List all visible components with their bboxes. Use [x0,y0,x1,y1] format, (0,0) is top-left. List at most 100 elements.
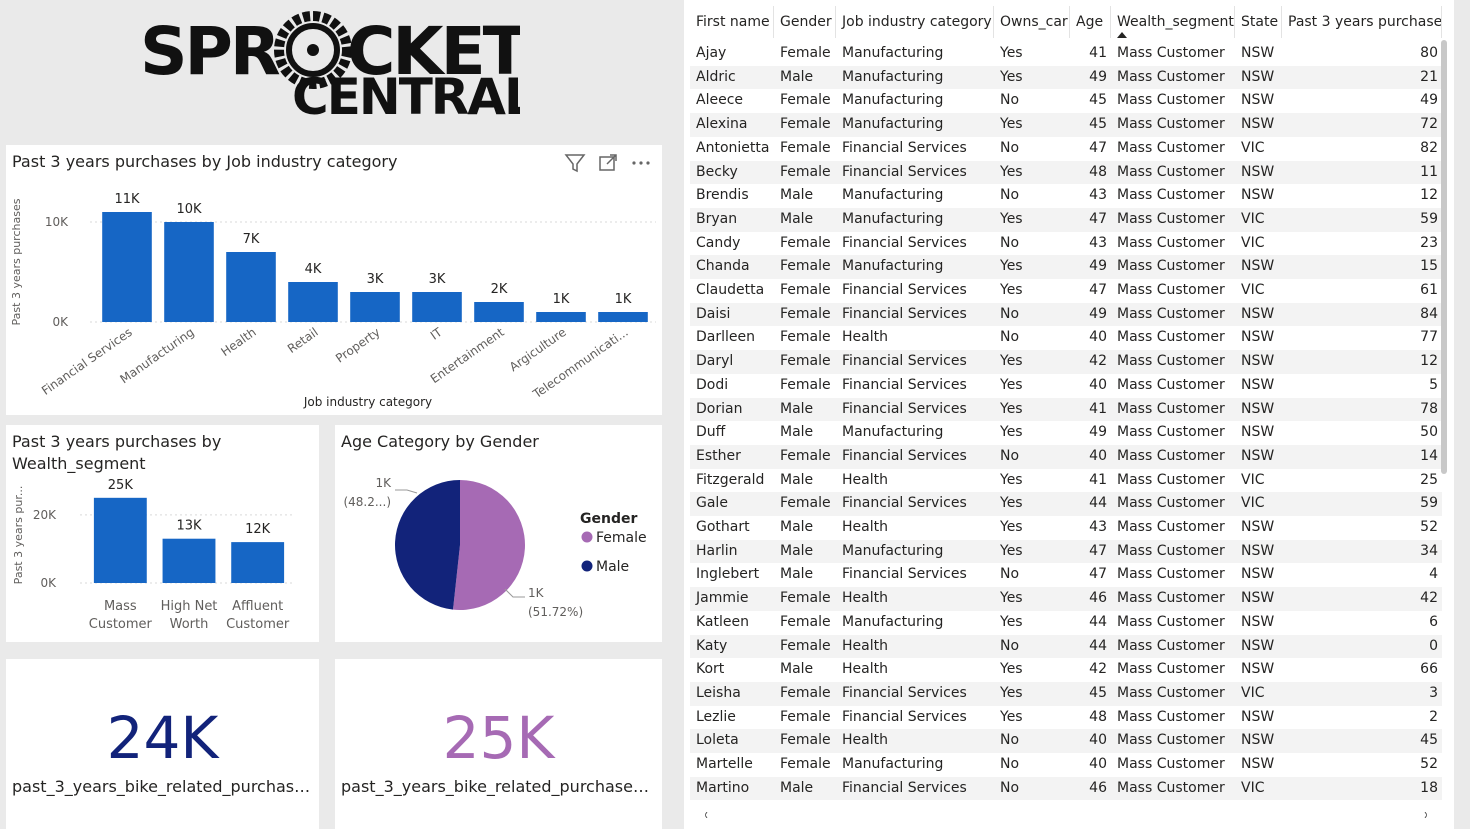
gender-pie-chart-panel[interactable]: Age Category by Gender 1K (51.72%) 1K (48.2… [335,425,662,642]
job-bar-2[interactable] [226,252,276,322]
column-header-state[interactable]: State [1235,6,1282,38]
customer-table[interactable]: First name Gender Job industry category Own… [690,6,1442,814]
column-header-age[interactable]: Age [1070,6,1111,38]
pie-legend-title: Gender [580,511,637,527]
table-cell: Male [780,566,814,583]
job-bar-4[interactable] [350,292,400,322]
table-row[interactable]: Chanda Female Manufacturing Yes 49 Mass Custo… [690,255,1442,279]
table-cell: 45 [1089,684,1107,701]
wealth-bar-2[interactable] [231,542,285,583]
table-row[interactable]: Becky Female Financial Services Yes 48 Mass C… [690,160,1442,185]
table-cell: 49 [1089,424,1107,441]
job-bar-1[interactable] [164,222,214,322]
job-bar-6[interactable] [474,302,524,322]
table-row[interactable]: Daryl Female Financial Services Yes 42 Mass C… [690,350,1442,374]
table-row[interactable]: Harlin Male Manufacturing Yes 47 Mass Custome… [690,539,1442,564]
male-purchases-card[interactable]: 24K past_3_years_bike_related_purchases … [6,659,319,829]
job-bar-0[interactable] [102,212,152,322]
legend-label-male[interactable]: Male [596,559,629,575]
table-cell: VIC [1241,210,1265,227]
pie-slice-male[interactable] [395,480,460,610]
job-bar-5[interactable] [412,292,462,322]
table-row[interactable]: Candy Female Financial Services No 43 Mass Cu… [690,232,1442,256]
table-row[interactable]: Gale Female Financial Services Yes 44 Mass Cu… [690,492,1442,516]
table-row[interactable]: Aleece Female Manufacturing No 45 Mass Custom… [690,89,1442,113]
table-row[interactable]: Antonietta Female Financial Services No 47 Ma… [690,137,1442,161]
table-row[interactable]: Martelle Female Manufacturing No 40 Mass Cust… [690,753,1442,777]
wealth-x-tick-2-1: Customer [226,617,290,632]
table-row[interactable]: Inglebert Male Financial Services No 47 Mass … [690,563,1442,587]
female-purchases-card[interactable]: 25K past_3_years_bike_related_purchases … [335,659,662,829]
table-cell: NSW [1241,732,1275,749]
table-cell: 77 [1420,329,1438,346]
job-x-tick-0: Financial Services [39,325,135,398]
table-vertical-scrollbar[interactable] [1441,40,1447,474]
table-row[interactable]: Aldric Male Manufacturing Yes 49 Mass Custome… [690,65,1442,90]
table-cell: Financial Services [842,376,967,393]
table-cell: Manufacturing [842,613,944,630]
table-cell: Yes [1000,376,1023,393]
table-cell: Yes [1000,163,1023,180]
table-cell: Mass Customer [1117,495,1225,512]
pie-slice-female[interactable] [452,480,525,610]
female-purchases-value: 25K [442,704,555,772]
job-bar-3[interactable] [288,282,338,322]
table-row[interactable]: Brendis Male Manufacturing No 43 Mass Custome… [690,184,1442,208]
legend-label-female[interactable]: Female [596,530,647,546]
table-cell: Health [842,590,888,607]
sprocket-gear-icon [274,11,352,89]
table-row[interactable]: Katy Female Health No 44 Mass Customer NSW 0 [690,634,1442,659]
table-row[interactable]: Kort Male Health Yes 42 Mass Customer NSW 66 [690,658,1442,682]
scroll-left-icon [705,812,708,818]
table-cell: Financial Services [842,779,967,796]
more-options-icon[interactable] [632,161,650,165]
pie-label-male-value: 1K [375,476,392,490]
table-row[interactable]: Loleta Female Health No 40 Mass Customer NSW 45 [690,729,1442,753]
table-cell: VIC [1241,234,1265,251]
job-bar-8[interactable] [598,312,648,322]
table-row[interactable]: Claudetta Female Financial Services Yes 47 Ma… [690,279,1442,303]
job-bar-7[interactable] [536,312,586,322]
table-row[interactable]: Dorian Male Financial Services Yes 41 Mass Cu… [690,397,1442,422]
table-cell: No [1000,447,1020,464]
table-row[interactable]: Katleen Female Manufacturing Yes 44 Mass Cust… [690,611,1442,635]
wealth-bar-1[interactable] [162,538,216,583]
table-cell: Alexina [696,116,748,133]
table-cell: Yes [1000,590,1023,607]
wealth-segment-chart-panel[interactable]: Past 3 years purchases by Wealth_segment… [6,425,319,642]
table-row[interactable]: Martino Male Financial Services No 46 Mass Cu… [690,776,1442,801]
table-cell: VIC [1241,282,1265,298]
table-row[interactable]: Alexina Female Manufacturing Yes 45 Mass Cust… [690,113,1442,137]
table-row[interactable]: Fitzgerald Male Health Yes 41 Mass Customer VI… [690,469,1442,493]
table-row[interactable]: Daisi Female Financial Services No 49 Mass Cu… [690,302,1442,327]
table-cell: Yes [1000,661,1023,678]
table-cell: Health [842,519,888,535]
table-row[interactable]: Esther Female Financial Services No 40 Mass C… [690,444,1442,469]
table-row[interactable]: Jammie Female Health Yes 46 Mass Customer NSW 4… [690,587,1442,611]
table-row[interactable]: Darlleen Female Health No 40 Mass Customer NSW… [690,326,1442,350]
column-header-wealth-segment[interactable]: Wealth_segment [1111,6,1235,38]
column-header-past-3-years-purchases[interactable]: Past 3 years purchases [1282,6,1442,38]
column-header-first-name[interactable]: First name [690,6,774,38]
column-header-gender[interactable]: Gender [774,6,836,38]
column-header-job-industry-category[interactable]: Job industry category [836,6,994,38]
table-cell: Gothart [696,519,750,535]
table-row[interactable]: Dodi Female Financial Services Yes 40 Mass Cu… [690,374,1442,398]
table-row[interactable]: Ajay Female Manufacturing Yes 41 Mass Custome… [690,42,1442,66]
table-row[interactable]: Lezlie Female Financial Services Yes 48 Mass … [690,706,1442,730]
table-row[interactable]: Duff Male Manufacturing Yes 49 Mass Customer N… [690,421,1442,445]
filter-icon[interactable] [564,154,586,173]
focus-mode-icon[interactable] [599,154,617,171]
table-row[interactable]: Leisha Female Financial Services Yes 45 Mass … [690,681,1442,706]
table-horizontal-scrollbar[interactable] [705,812,1427,818]
table-row[interactable]: Gothart Male Health Yes 43 Mass Customer NSW 52 [690,516,1442,540]
table-cell: NSW [1241,376,1275,393]
table-cell: Brendis [696,187,749,204]
table-row[interactable]: Bryan Male Manufacturing Yes 47 Mass Customer… [690,207,1442,232]
job-data-label-5: 3K [429,272,446,287]
column-header-owns-car[interactable]: Owns_car [994,6,1070,38]
table-cell: Female [780,708,831,725]
job-industry-chart-panel[interactable]: Past 3 years purchases by Job industry c… [6,145,662,415]
wealth-bar-0[interactable] [93,497,147,583]
table-cell: 66 [1420,661,1438,678]
